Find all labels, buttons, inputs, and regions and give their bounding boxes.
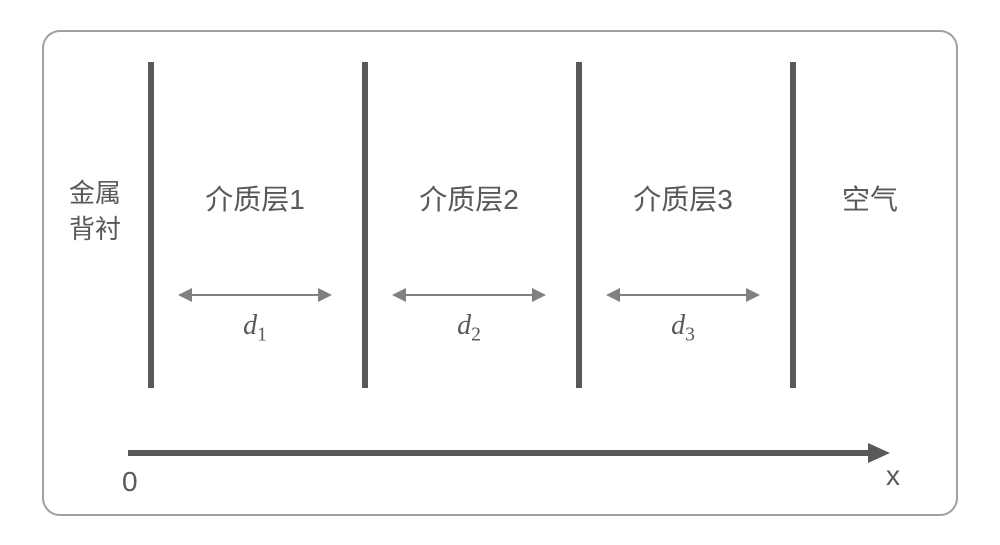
arrow-right-icon (318, 288, 332, 302)
label-air: 空气 (820, 180, 920, 219)
arrow-left-icon (606, 288, 620, 302)
diagram-frame (42, 30, 958, 516)
arrow-left-icon (178, 288, 192, 302)
boundary-line-3 (790, 62, 796, 388)
x-axis-line (128, 450, 870, 456)
dim-line (180, 294, 330, 296)
arrow-right-icon (746, 288, 760, 302)
boundary-line-1 (362, 62, 368, 388)
arrow-right-icon (532, 288, 546, 302)
boundary-line-2 (576, 62, 582, 388)
dimension-d1: d1 (180, 280, 330, 310)
dim-line (394, 294, 544, 296)
dim-text-d1: d1 (180, 310, 330, 347)
label-layer3: 介质层3 (603, 180, 763, 219)
axis-var-label: x (886, 460, 900, 492)
arrow-left-icon (392, 288, 406, 302)
label-layer2: 介质层2 (389, 180, 549, 219)
label-layer1: 介质层1 (175, 180, 335, 219)
dimension-d3: d3 (608, 280, 758, 310)
dim-line (608, 294, 758, 296)
dim-text-d2: d2 (394, 310, 544, 347)
label-metal-backing: 金属 背衬 (45, 175, 145, 248)
dim-text-d3: d3 (608, 310, 758, 347)
axis-origin-label: 0 (122, 466, 138, 498)
boundary-line-0 (148, 62, 154, 388)
dimension-d2: d2 (394, 280, 544, 310)
